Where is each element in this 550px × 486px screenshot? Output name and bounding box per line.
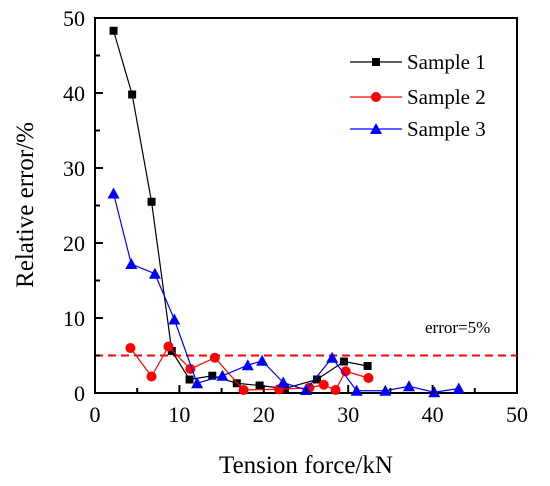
legend-label-3: Sample 3 <box>407 117 486 141</box>
series-1-line <box>112 30 368 390</box>
series-3-point-12 <box>350 384 363 396</box>
legend-label-2: Sample 2 <box>407 85 486 109</box>
series-1-point-8 <box>255 381 264 390</box>
series-3-point-13 <box>379 384 392 396</box>
series-1-point-6 <box>208 371 217 380</box>
series-3-point-14 <box>402 380 415 392</box>
series-3-point-8 <box>256 354 269 366</box>
y-tick-label-0: 0 <box>74 381 85 406</box>
series-3-point-9 <box>277 376 290 388</box>
series-3 <box>107 187 465 398</box>
series-3-line <box>112 193 459 393</box>
series-2-point-11 <box>340 366 351 377</box>
series-1-point-3 <box>147 197 156 206</box>
series-3-point-5 <box>191 377 204 389</box>
series-2-point-1 <box>125 343 136 353</box>
series-1 <box>109 26 372 393</box>
series-1-point-5 <box>185 375 194 384</box>
series-2-point-2 <box>146 371 157 382</box>
x-tick-label-0: 0 <box>90 402 101 427</box>
x-tick-label-3: 30 <box>337 402 359 427</box>
y-tick-label-4: 40 <box>63 81 85 106</box>
series-1-point-1 <box>109 26 118 35</box>
series-3-point-2 <box>125 258 138 269</box>
x-tick-label-5: 50 <box>506 402 528 427</box>
series-2-point-9 <box>318 379 329 390</box>
series-2-point-10 <box>330 385 341 395</box>
series-2-point-5 <box>209 352 220 363</box>
x-tick-label-1: 10 <box>168 402 190 427</box>
series-3-point-4 <box>168 313 181 325</box>
series-3-point-11 <box>326 351 339 363</box>
legend-marker-1 <box>372 58 380 66</box>
series-2-point-3 <box>163 341 174 352</box>
series-2-point-12 <box>363 373 374 383</box>
legend-marker-3 <box>370 123 382 134</box>
y-tick-label-1: 10 <box>63 306 85 331</box>
x-axis-title: Tension force/kN <box>219 452 393 479</box>
legend: Sample 1 Sample 2 Sample 3 <box>350 50 486 141</box>
series-3-point-7 <box>241 359 254 371</box>
series-3-point-3 <box>148 267 161 279</box>
series-1-point-4 <box>167 347 176 355</box>
x-tick-label-2: 20 <box>253 402 275 427</box>
y-tick-label-5: 50 <box>63 6 85 31</box>
x-tick-label-4: 40 <box>422 402 444 427</box>
series-layer <box>107 26 465 398</box>
legend-marker-2 <box>371 92 381 102</box>
series-1-point-11 <box>339 357 348 366</box>
legend-label-1: Sample 1 <box>407 50 486 74</box>
series-3-point-1 <box>107 187 120 199</box>
series-1-point-12 <box>363 362 372 370</box>
series-2 <box>125 341 374 395</box>
y-tick-label-2: 20 <box>63 231 85 256</box>
series-3-point-15 <box>428 386 441 398</box>
series-3-point-6 <box>216 369 229 381</box>
y-axis-title: Relative error/% <box>12 122 39 288</box>
series-1-point-10 <box>312 375 321 384</box>
series-2-point-6 <box>238 385 249 395</box>
series-3-point-16 <box>452 382 465 394</box>
axis-layer: 0 10 20 30 40 50 0 10 20 30 40 50 <box>63 6 528 427</box>
reference-line-label: error=5% <box>425 318 490 337</box>
series-1-point-2 <box>128 90 137 99</box>
y-tick-label-3: 30 <box>63 156 85 181</box>
